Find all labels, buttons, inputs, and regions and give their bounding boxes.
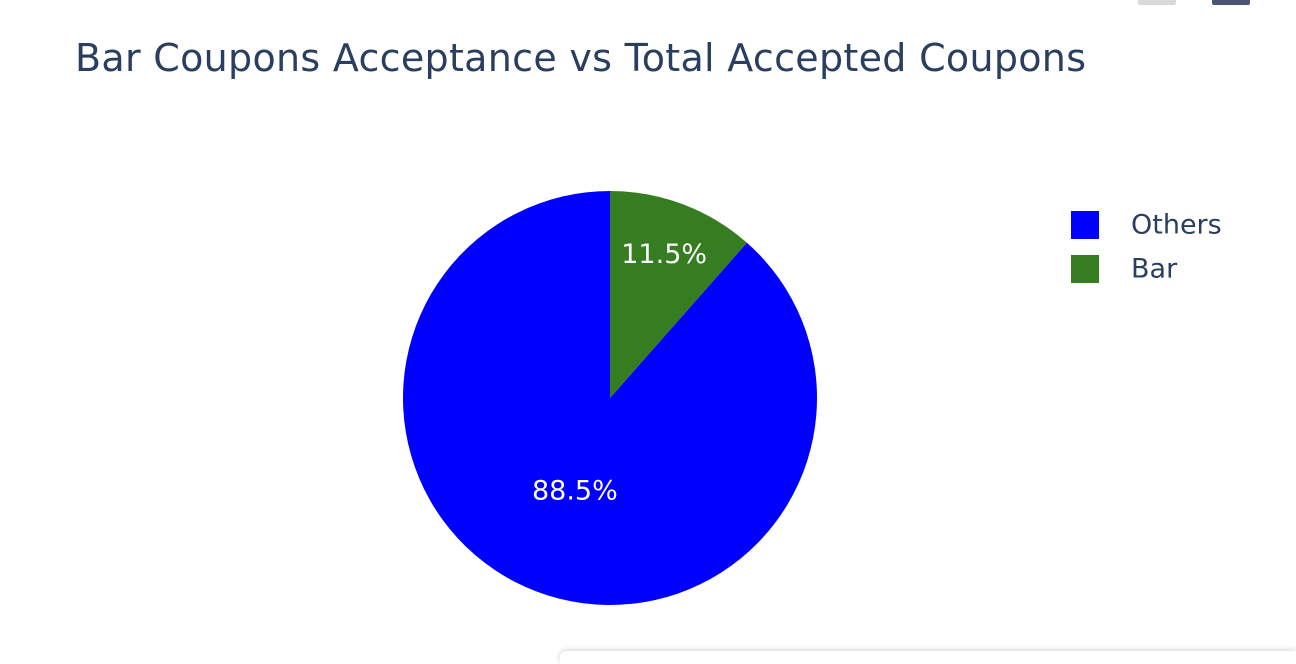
chart-title: Bar Coupons Acceptance vs Total Accepted… — [75, 36, 1087, 80]
slice-label-others: 88.5% — [532, 475, 618, 506]
legend-item-bar[interactable]: Bar — [1071, 254, 1178, 285]
bottom-panel — [560, 651, 1296, 664]
legend-label-others: Others — [1131, 210, 1222, 241]
plotly-logo-icon[interactable] — [1212, 0, 1250, 5]
legend: Others Bar — [1071, 210, 1222, 285]
slices-group — [403, 191, 817, 605]
camera-icon[interactable] — [1138, 0, 1176, 5]
slice-label-bar: 11.5% — [621, 239, 707, 270]
legend-label-bar: Bar — [1131, 254, 1178, 285]
legend-item-others[interactable]: Others — [1071, 210, 1222, 241]
legend-swatch-others — [1071, 211, 1099, 239]
legend-swatch-bar — [1071, 255, 1099, 283]
pie-slice-bar[interactable] — [610, 191, 747, 398]
slice-labels-group: 88.5% 11.5% — [532, 239, 707, 506]
